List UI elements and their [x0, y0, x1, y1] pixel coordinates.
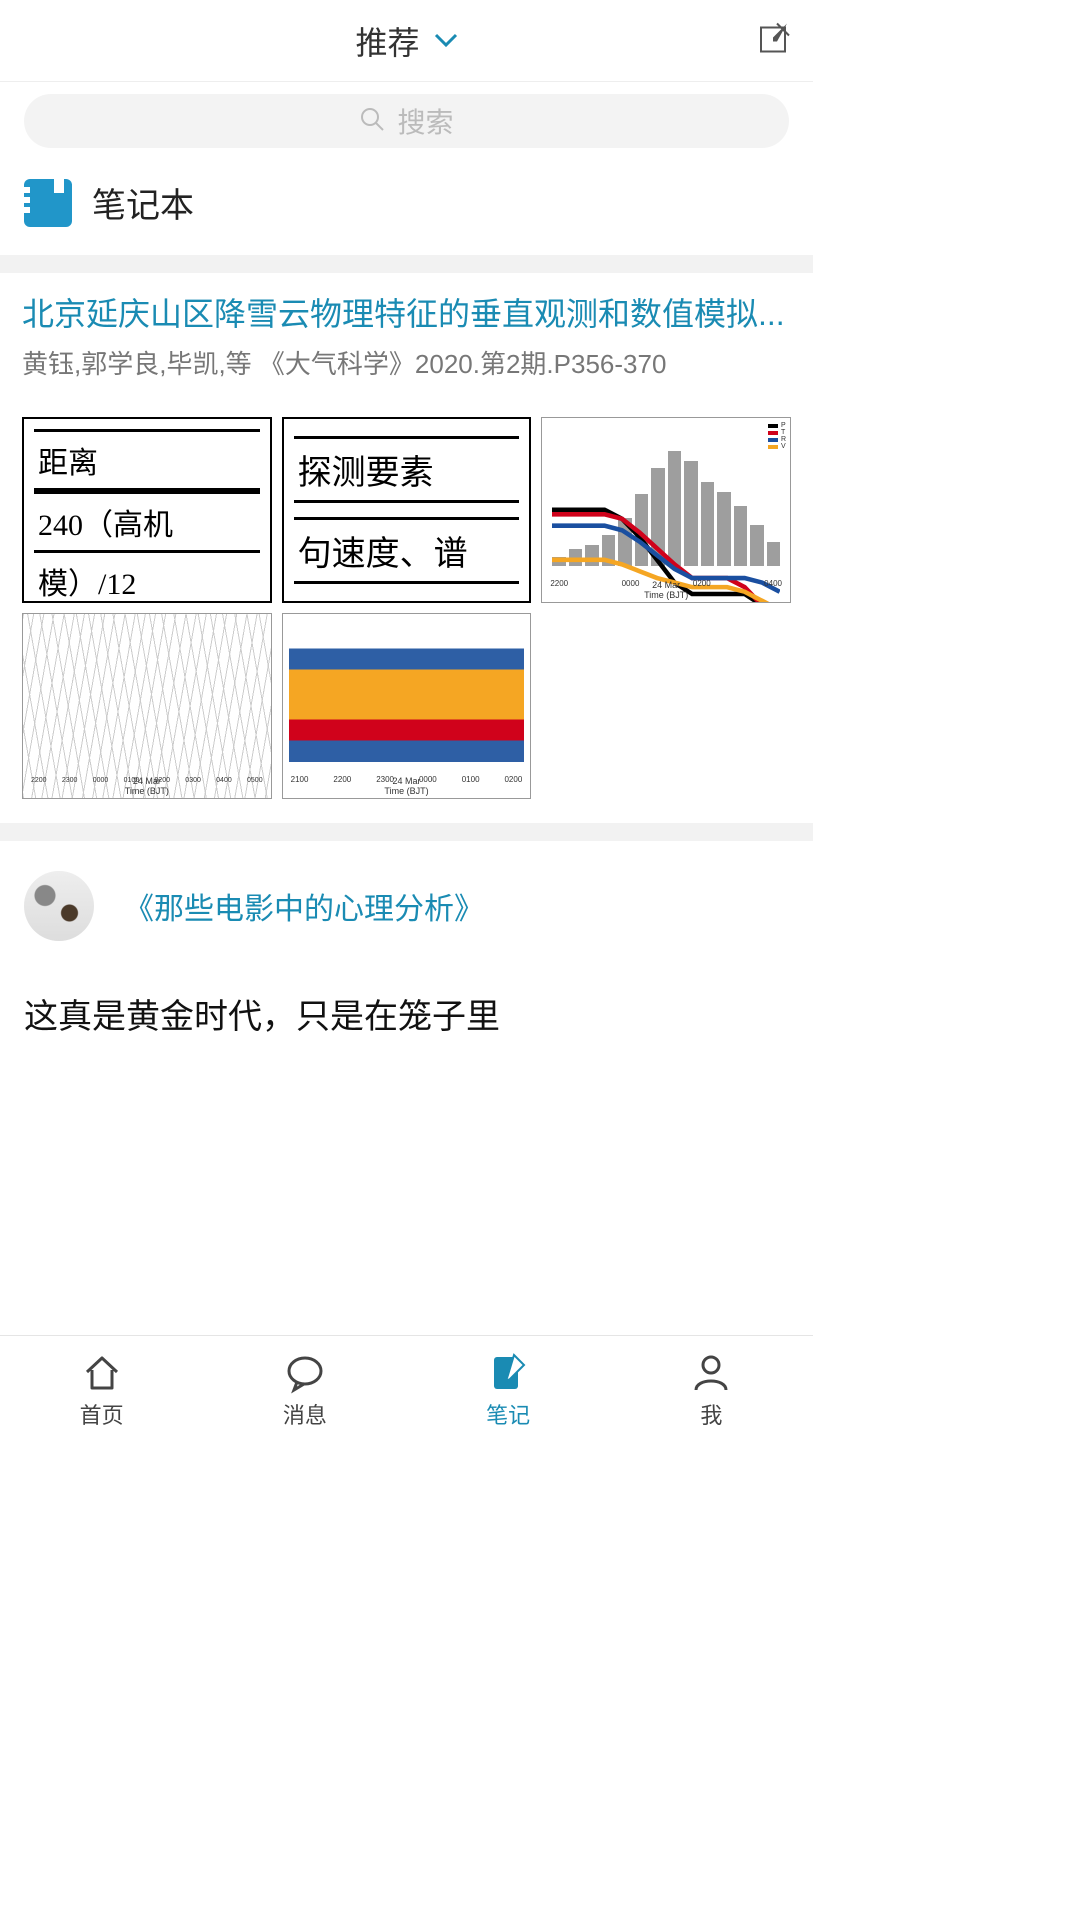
tab-chat[interactable]: 消息	[203, 1336, 406, 1445]
tab-label: 笔记	[486, 1398, 530, 1430]
post-card[interactable]: 《那些电影中的心理分析》 这真是黄金时代，只是在笼子里	[0, 841, 813, 1058]
article-meta: 黄钰,郭学良,毕凯,等 《大气科学》2020.第2期.P356-370	[22, 344, 791, 381]
chevron-down-icon[interactable]	[434, 33, 458, 49]
post-header: 《那些电影中的心理分析》	[24, 871, 789, 941]
notebook-label: 笔记本	[92, 178, 194, 227]
avatar[interactable]	[24, 871, 94, 941]
bottom-tabbar: 首页 消息 笔记 我	[0, 1335, 813, 1445]
header-title[interactable]: 推荐	[355, 18, 419, 64]
compose-icon[interactable]	[759, 21, 793, 60]
chat-icon	[284, 1352, 326, 1394]
article-card[interactable]: 北京延庆山区降雪云物理特征的垂直观测和数值模拟... 黄钰,郭学良,毕凯,等 《…	[0, 273, 813, 823]
thumb2-line2: 句速度、谱	[294, 517, 520, 584]
thumb1-line1: 距离	[34, 429, 260, 491]
tab-label: 首页	[80, 1398, 124, 1430]
search-placeholder: 搜索	[397, 101, 453, 141]
thumb1-line2: 240（高机	[34, 491, 260, 553]
tab-label: 我	[700, 1398, 722, 1430]
person-icon	[690, 1352, 732, 1394]
thumbnail-2[interactable]: 探测要素 句速度、谱	[282, 417, 532, 603]
thumb5-xlabel: 24 Mar Time (BJT)	[283, 776, 531, 796]
note-icon	[487, 1352, 529, 1394]
thumbnail-grid: 距离 240（高机 模）/12 探测要素 句速度、谱 PTRV 22000000…	[22, 417, 791, 799]
thumbnail-4-contour[interactable]: 22002300000001000200030004000500 24 Mar …	[22, 613, 272, 799]
thumb3-xlabel: 24 Mar Time (BJT)	[542, 580, 790, 600]
thumb2-line1: 探测要素	[294, 436, 520, 503]
post-title: 《那些电影中的心理分析》	[124, 884, 484, 928]
search-container: 搜索	[0, 82, 813, 160]
notebook-icon	[24, 179, 72, 227]
thumbnail-1[interactable]: 距离 240（高机 模）/12	[22, 417, 272, 603]
tab-note[interactable]: 笔记	[407, 1336, 610, 1445]
search-icon	[359, 106, 385, 137]
thumb4-xlabel: 24 Mar Time (BJT)	[23, 776, 271, 796]
section-divider	[0, 255, 813, 273]
thumb1-line3: 模）/12	[34, 553, 260, 603]
tab-home[interactable]: 首页	[0, 1336, 203, 1445]
thumb5-heatmap	[289, 620, 525, 762]
post-quote: 这真是黄金时代，只是在笼子里	[24, 989, 789, 1038]
tab-label: 消息	[283, 1398, 327, 1430]
home-icon	[81, 1352, 123, 1394]
section-divider	[0, 823, 813, 841]
article-title: 北京延庆山区降雪云物理特征的垂直观测和数值模拟...	[22, 293, 791, 336]
tab-person[interactable]: 我	[610, 1336, 813, 1445]
search-input[interactable]: 搜索	[24, 94, 789, 148]
thumbnail-5-heatmap[interactable]: 210022002300000001000200 24 Mar Time (BJ…	[282, 613, 532, 799]
thumb3-bars	[552, 446, 780, 566]
thumbnail-3-chart[interactable]: PTRV 2200000002000400 24 Mar Time (BJT)	[541, 417, 791, 603]
notebook-entry[interactable]: 笔记本	[0, 160, 813, 255]
header-bar: 推荐	[0, 0, 813, 82]
